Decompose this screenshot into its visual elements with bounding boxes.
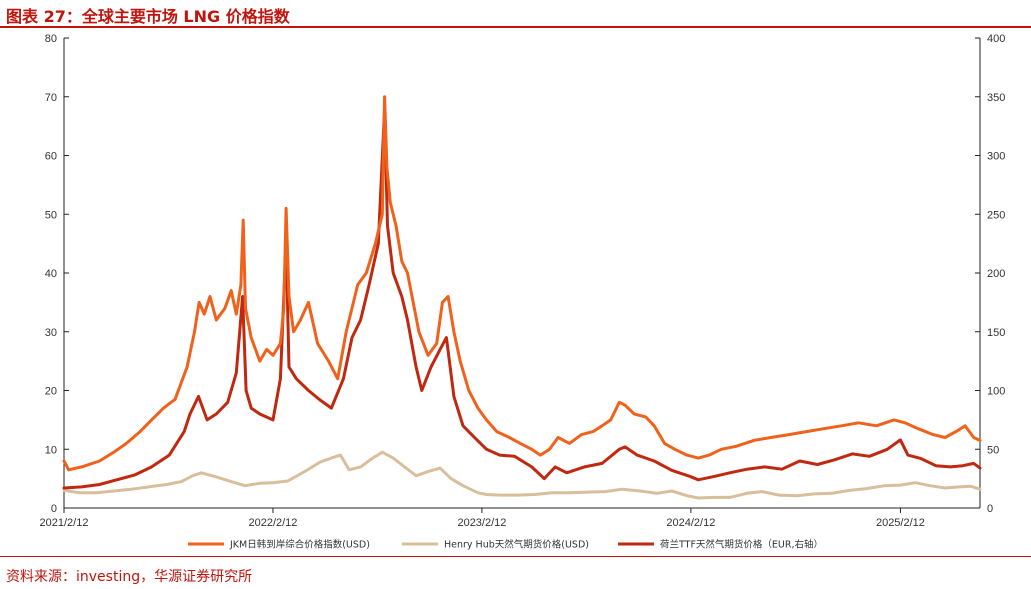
legend-label-jkm: JKM日韩到岸综合价格指数(USD) bbox=[229, 539, 370, 551]
series-lines bbox=[62, 95, 982, 500]
x-tick-label: 2022/2/12 bbox=[248, 517, 297, 529]
right-tick-label: 100 bbox=[987, 386, 1005, 398]
legend: JKM日韩到岸综合价格指数(USD) Henry Hub天然气期货价格(USD) 荷… bbox=[188, 539, 823, 551]
chart-title: 图表 27：全球主要市场 LNG 价格指数 bbox=[6, 7, 290, 26]
left-tick-label: 20 bbox=[45, 386, 57, 398]
left-tick-label: 70 bbox=[45, 92, 57, 104]
right-tick-label: 250 bbox=[987, 209, 1005, 221]
axes: 0 10 20 30 40 50 60 70 80 0 50 100 150 200 250 300 350 40… bbox=[40, 33, 1006, 529]
series-line-henry-hub bbox=[62, 450, 982, 500]
series-line-ttf bbox=[62, 107, 982, 490]
right-tick-label: 0 bbox=[987, 503, 993, 515]
left-tick-label: 50 bbox=[45, 209, 57, 221]
right-tick-label: 400 bbox=[987, 33, 1005, 45]
left-tick-label: 80 bbox=[45, 33, 57, 45]
x-tick-label: 2021/2/12 bbox=[40, 517, 89, 529]
legend-label-ttf: 荷兰TTF天然气期货价格（EUR,右轴） bbox=[660, 539, 823, 551]
left-tick-label: 60 bbox=[45, 151, 57, 163]
left-tick-label: 30 bbox=[45, 327, 57, 339]
left-tick-label: 10 bbox=[45, 444, 57, 456]
footer-rule bbox=[0, 556, 1031, 557]
title-rule bbox=[0, 26, 1031, 28]
right-tick-label: 50 bbox=[987, 444, 999, 456]
x-tick-label: 2025/2/12 bbox=[876, 517, 925, 529]
series-line-jkm bbox=[62, 95, 982, 472]
x-tick-label: 2024/2/12 bbox=[666, 517, 715, 529]
source-note: 资料来源：investing，华源证券研究所 bbox=[6, 569, 253, 585]
right-tick-label: 300 bbox=[987, 151, 1005, 163]
legend-label-henry-hub: Henry Hub天然气期货价格(USD) bbox=[444, 539, 589, 551]
right-tick-label: 350 bbox=[987, 92, 1005, 104]
lng-price-chart: 0 10 20 30 40 50 60 70 80 0 50 100 150 200 250 300 350 40… bbox=[40, 33, 1006, 551]
right-tick-label: 150 bbox=[987, 327, 1005, 339]
x-tick-label: 2023/2/12 bbox=[457, 517, 506, 529]
left-tick-label: 0 bbox=[51, 503, 57, 515]
left-tick-label: 40 bbox=[45, 268, 57, 280]
right-tick-label: 200 bbox=[987, 268, 1005, 280]
